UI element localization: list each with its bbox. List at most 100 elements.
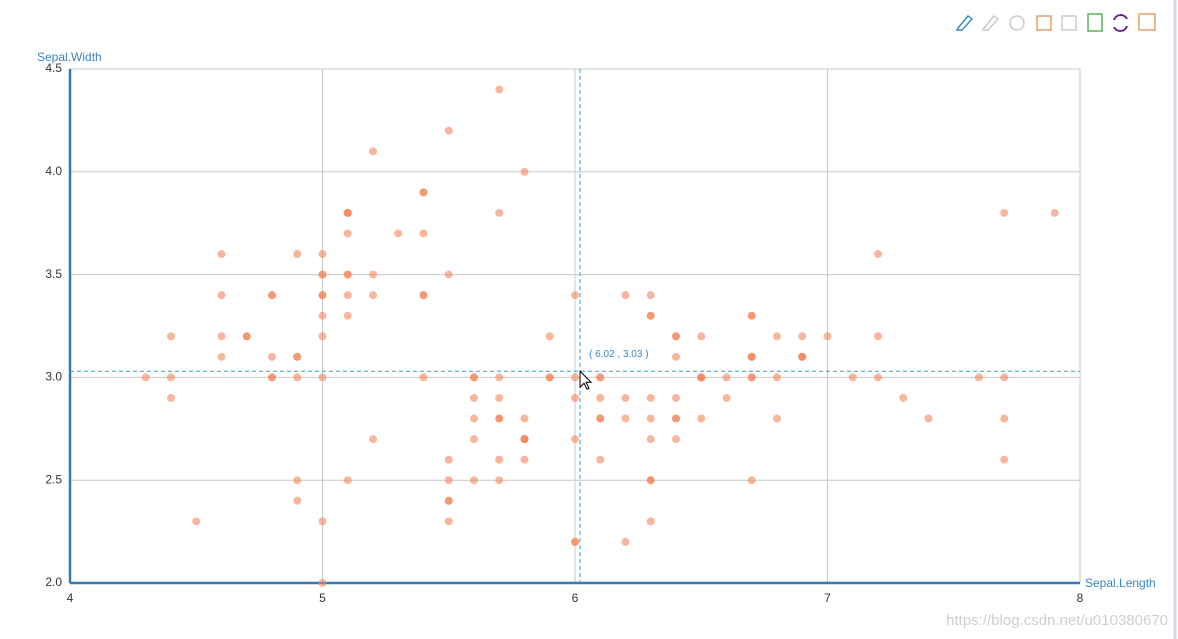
x-axis-title: Sepal.Length (1085, 576, 1156, 590)
point (747, 352, 756, 361)
y-tick-label: 3.5 (45, 267, 62, 281)
point (621, 537, 630, 546)
point (419, 291, 428, 300)
point (369, 435, 377, 444)
tool-icon[interactable] (1061, 15, 1077, 31)
point (672, 393, 680, 402)
point (571, 435, 579, 444)
point (369, 147, 377, 156)
point (495, 393, 504, 402)
point (571, 373, 579, 382)
point (874, 332, 882, 341)
x-tick-label: 6 (572, 591, 579, 605)
point (369, 270, 377, 279)
point (520, 167, 529, 176)
point (470, 414, 478, 423)
tool-icon[interactable] (1087, 13, 1103, 32)
point (293, 496, 302, 505)
point (470, 393, 478, 402)
point (747, 373, 756, 382)
point (722, 373, 731, 382)
point (167, 373, 175, 382)
x-tick-label: 8 (1077, 591, 1084, 605)
point (444, 496, 453, 505)
y-tick-label: 2.0 (45, 575, 62, 589)
point (495, 208, 504, 217)
point (646, 476, 655, 485)
point (343, 270, 352, 279)
point (697, 332, 706, 341)
x-tick-label: 5 (319, 591, 326, 605)
point (343, 291, 352, 300)
point (520, 435, 529, 444)
point (470, 435, 478, 444)
cursor (579, 370, 593, 390)
point (318, 332, 327, 341)
tool-icon[interactable] (955, 15, 974, 31)
point (798, 352, 807, 361)
tool-icon[interactable] (981, 15, 1000, 31)
point (520, 455, 529, 464)
y-tick-label: 4.5 (45, 61, 62, 75)
point (520, 414, 529, 423)
point (571, 537, 579, 546)
point (217, 332, 226, 341)
point (217, 291, 226, 300)
point (697, 414, 706, 423)
point (596, 373, 605, 382)
point (1000, 373, 1009, 382)
point (747, 476, 756, 485)
point (318, 373, 327, 382)
point (571, 291, 579, 300)
y-axis-title: Sepal.Width (37, 50, 102, 64)
point (596, 455, 605, 464)
point (217, 352, 226, 361)
point (646, 291, 655, 300)
point (1000, 208, 1009, 217)
point (394, 229, 403, 238)
tool-icon[interactable] (1138, 13, 1156, 31)
point (621, 291, 630, 300)
point (545, 373, 554, 382)
point (621, 393, 630, 402)
point (419, 229, 428, 238)
x-tick-label: 7 (824, 591, 831, 605)
point (217, 250, 226, 259)
point (419, 188, 428, 197)
point (293, 352, 302, 361)
point (318, 291, 327, 300)
point (318, 250, 327, 259)
tool-icon[interactable] (1036, 15, 1052, 31)
point (646, 435, 655, 444)
tool-icon[interactable] (1113, 14, 1128, 32)
point (444, 126, 453, 135)
point (495, 85, 504, 94)
point (293, 476, 302, 485)
tool-icon[interactable] (1009, 15, 1025, 31)
point (318, 270, 327, 279)
toolbar (955, 13, 1156, 32)
point (293, 250, 302, 259)
point (470, 476, 478, 485)
point (545, 332, 554, 341)
point (293, 373, 302, 382)
point (975, 373, 983, 382)
point (242, 332, 251, 341)
point (798, 332, 807, 341)
point (141, 373, 150, 382)
point (596, 414, 605, 423)
point (318, 311, 327, 320)
point (444, 455, 453, 464)
point (268, 291, 276, 300)
point (167, 393, 175, 402)
point (773, 414, 781, 423)
point (747, 311, 756, 320)
point (470, 373, 478, 382)
point (672, 332, 680, 341)
point (495, 455, 504, 464)
point (899, 393, 908, 402)
point (621, 414, 630, 423)
point (571, 393, 579, 402)
point (1050, 208, 1059, 217)
